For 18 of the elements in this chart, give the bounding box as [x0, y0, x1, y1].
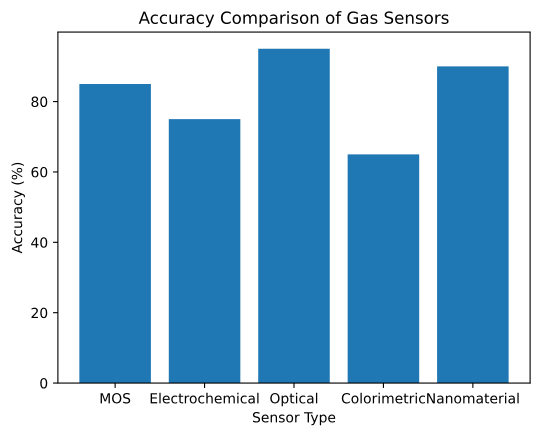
y-tick-label: 20 — [32, 308, 48, 318]
y-tick-label: 0 — [40, 378, 48, 389]
chart-title: Accuracy Comparison of Gas Sensors — [138, 11, 449, 28]
y-axis-title: Accuracy (%) — [12, 162, 25, 254]
x-tick-label: Electrochemical — [150, 392, 259, 404]
x-tick-label: Optical — [270, 392, 318, 406]
bar — [168, 119, 240, 384]
bar — [79, 84, 151, 384]
bar — [258, 48, 330, 384]
y-tick-label: 40 — [31, 237, 48, 248]
x-tick-label: Colorimetric — [342, 392, 425, 404]
y-tick-label: 80 — [31, 96, 48, 108]
bar — [348, 154, 420, 384]
bar — [437, 66, 509, 384]
x-axis-title: Sensor Type — [252, 412, 336, 426]
x-tick-label: MOS — [100, 393, 130, 404]
x-tick-label: Nanomaterial — [427, 392, 519, 404]
y-tick-label: 60 — [31, 166, 48, 178]
